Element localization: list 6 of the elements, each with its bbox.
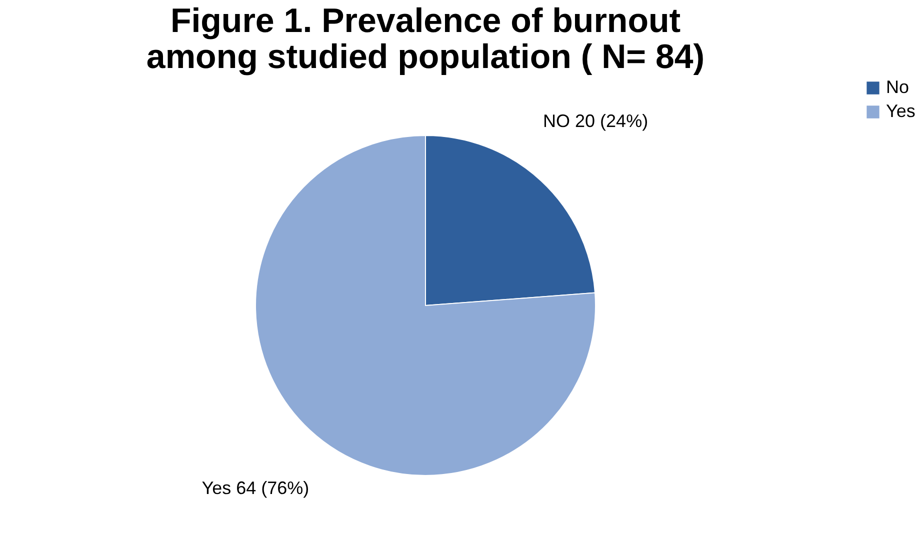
pie-slice — [255, 135, 596, 476]
chart-title: Figure 1. Prevalence of burnout among studied population ( N= 84) — [146, 2, 705, 76]
legend-label: No — [886, 77, 910, 97]
data-label: NO 20 (24%) — [543, 111, 648, 132]
data-label: Yes 64 (76%) — [202, 478, 310, 498]
legend-label: Yes — [886, 101, 916, 121]
